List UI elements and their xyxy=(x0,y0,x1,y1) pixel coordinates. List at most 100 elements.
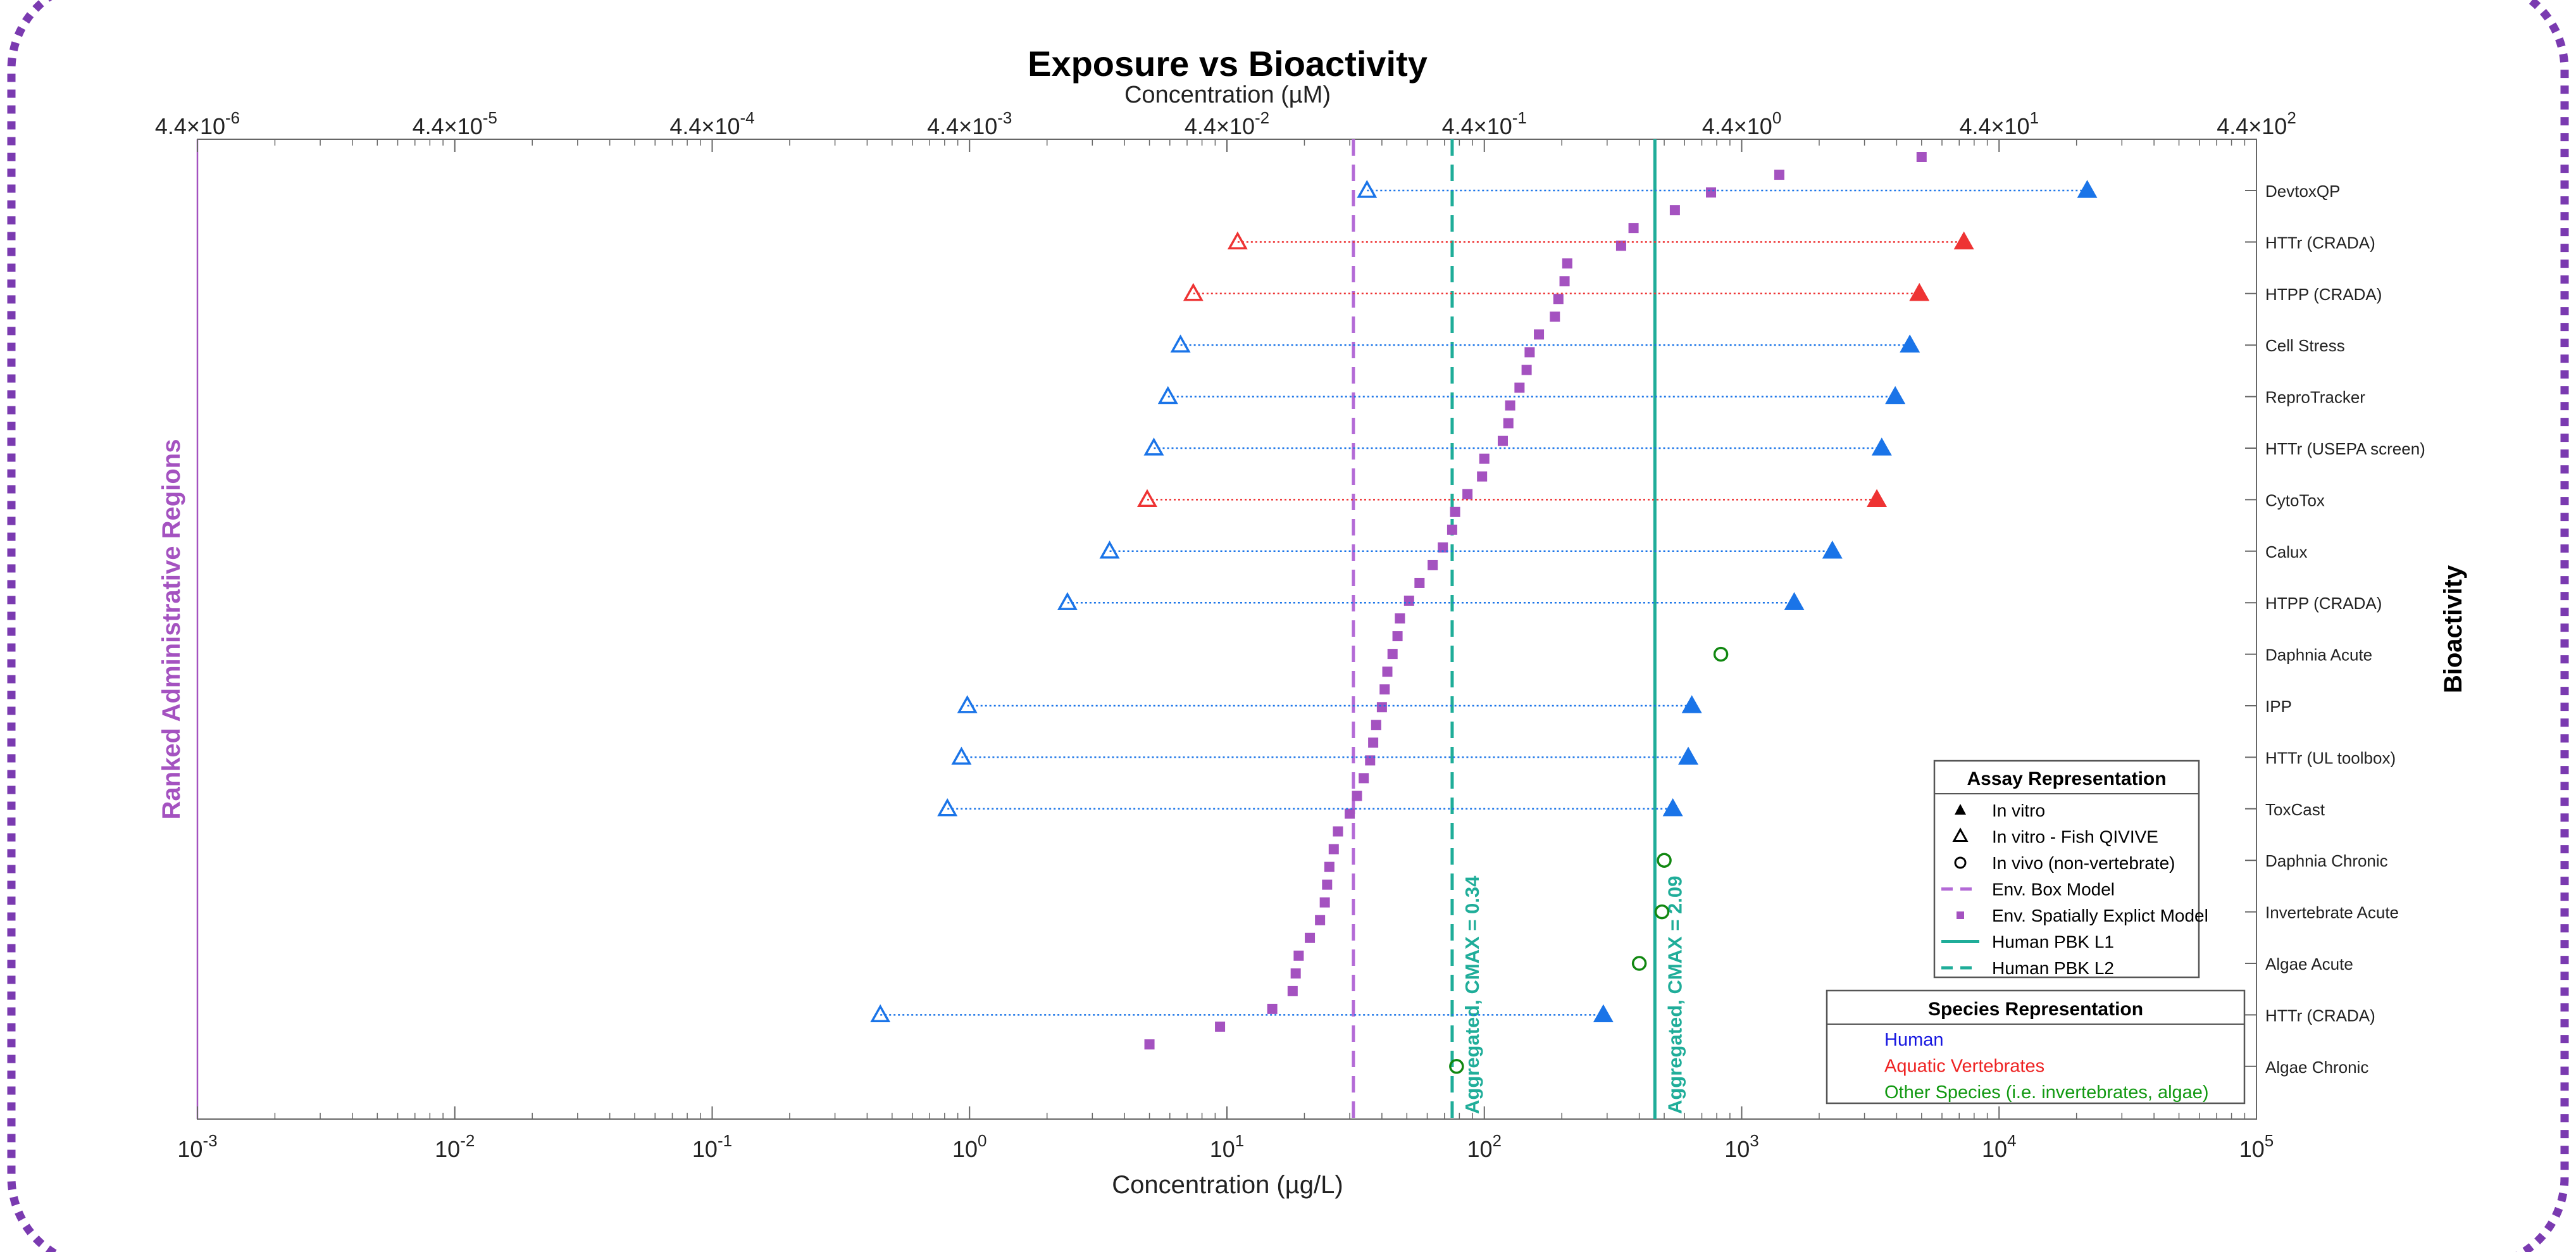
bottom-axis-label: Concentration (µg/L) xyxy=(1112,1171,1343,1199)
spatial-model-point xyxy=(1628,223,1639,234)
assay-legend-entry: In vitro - Fish QIVIVE xyxy=(1992,827,2158,847)
right-axis-category-label: HTPP (CRADA) xyxy=(2265,594,2382,613)
bottom-tick-label: 105 xyxy=(2239,1131,2274,1162)
spatial-model-point xyxy=(1371,720,1381,730)
assay-lower-marker xyxy=(957,695,978,713)
right-axis-category-label: Daphnia Acute xyxy=(2265,646,2372,665)
spatial-model-point xyxy=(1669,205,1680,216)
spatial-model-point xyxy=(1333,826,1343,837)
species-legend-entry: Other Species (i.e. invertebrates, algae… xyxy=(1884,1082,2209,1103)
spatial-model-point xyxy=(1534,329,1545,340)
top-tick-label: 4.4×10-6 xyxy=(155,108,240,139)
right-axis-category-label: ReproTracker xyxy=(2265,388,2365,407)
assay-lower-marker xyxy=(1170,334,1191,353)
spatial-model-point xyxy=(1322,879,1333,890)
spatial-model-point xyxy=(1615,241,1626,251)
spatial-model-point xyxy=(1359,773,1369,784)
assay-invivo-marker xyxy=(1657,853,1672,868)
right-axis-category-label: Algae Chronic xyxy=(2265,1058,2368,1077)
assay-upper-marker xyxy=(1784,592,1805,610)
bottom-tick-label: 104 xyxy=(1982,1131,2017,1162)
bottom-tick-label: 101 xyxy=(1210,1131,1245,1162)
reference-line-label: Aggregated, CMAX = 0.34 xyxy=(1461,875,1483,1114)
assay-invivo-marker xyxy=(1449,1059,1464,1074)
top-tick-label: 4.4×10-5 xyxy=(413,108,497,139)
spatial-model-point xyxy=(1365,755,1376,766)
spatial-model-point xyxy=(1562,258,1572,269)
assay-lower-marker xyxy=(937,798,958,817)
species-legend-box xyxy=(1826,989,2246,1105)
spatial-model-point xyxy=(1395,613,1405,624)
assay-invivo-marker xyxy=(1713,646,1729,662)
right-axis-category-label: Daphnia Chronic xyxy=(2265,851,2388,870)
spatial-model-point xyxy=(1403,596,1414,606)
in-vitro-icon xyxy=(1955,804,1966,815)
spatial-model-icon xyxy=(1957,911,1964,919)
assay-lower-marker xyxy=(1357,180,1378,198)
assay-upper-marker xyxy=(1885,385,1906,404)
species-legend-entry: Human xyxy=(1884,1030,1944,1050)
spatial-model-point xyxy=(1447,524,1457,535)
chart-title: Exposure vs Bioactivity xyxy=(1028,44,1428,84)
bottom-tick-label: 10-1 xyxy=(692,1131,732,1162)
spatial-model-point xyxy=(1916,152,1927,162)
right-axis-category-label: Cell Stress xyxy=(2265,336,2345,355)
assay-upper-marker xyxy=(2077,180,2098,198)
right-axis-category-label: Algae Acute xyxy=(2265,955,2353,973)
assay-legend-entry: Env. Spatially Explict Model xyxy=(1992,906,2208,925)
assay-lower-marker xyxy=(870,1004,891,1023)
assay-upper-marker xyxy=(1900,334,1920,353)
spatial-model-point xyxy=(1305,932,1316,943)
top-tick-label: 4.4×102 xyxy=(2217,108,2296,139)
spatial-model-point xyxy=(1428,560,1438,570)
assay-upper-marker xyxy=(1593,1004,1614,1023)
top-tick-label: 4.4×100 xyxy=(1702,108,1782,139)
assay-upper-marker xyxy=(1681,695,1702,713)
assay-upper-marker xyxy=(1867,489,1888,508)
in-vivo-icon xyxy=(1954,856,1967,869)
top-tick-label: 4.4×10-4 xyxy=(669,108,754,139)
assay-lower-marker xyxy=(1143,437,1164,456)
right-axis-category-label: CytoTox xyxy=(2265,491,2325,510)
spatial-model-point xyxy=(1497,435,1508,446)
spatial-model-point xyxy=(1503,418,1514,429)
top-tick-label: 4.4×101 xyxy=(1959,108,2039,139)
assay-legend-entry: In vitro xyxy=(1992,801,2045,820)
bottom-tick-label: 10-3 xyxy=(177,1131,217,1162)
spatial-model-point xyxy=(1553,294,1564,304)
spatial-model-point xyxy=(1345,808,1355,819)
right-axis-category-label: IPP xyxy=(2265,697,2292,716)
assay-upper-marker xyxy=(1909,283,1930,301)
assay-invivo-marker xyxy=(1654,904,1670,920)
right-axis-category-label: DevtoxQP xyxy=(2265,182,2341,201)
assay-legend-title: Assay Representation xyxy=(1967,768,2166,789)
spatial-model-point xyxy=(1514,382,1525,393)
spatial-model-point xyxy=(1477,471,1488,482)
spatial-model-point xyxy=(1414,577,1425,588)
spatial-model-point xyxy=(1524,347,1535,358)
assay-invivo-marker xyxy=(1631,956,1647,971)
assay-lower-marker xyxy=(1157,385,1178,404)
spatial-model-point xyxy=(1379,684,1390,695)
spatial-model-point xyxy=(1550,311,1560,322)
spatial-model-point xyxy=(1144,1039,1155,1049)
spatial-model-point xyxy=(1706,187,1717,198)
right-axis-category-label: HTTr (CRADA) xyxy=(2265,1006,2375,1025)
spatial-model-point xyxy=(1319,897,1330,908)
bottom-tick-label: 103 xyxy=(1724,1131,1759,1162)
spatial-model-point xyxy=(1315,915,1326,925)
spatial-model-point xyxy=(1290,968,1301,979)
right-axis-category-label: HTTr (UL toolbox) xyxy=(2265,748,2396,767)
bottom-tick-label: 100 xyxy=(952,1131,987,1162)
spatial-model-point xyxy=(1392,631,1403,642)
reference-line-label: Aggregated, CMAX = 2.09 xyxy=(1664,876,1686,1114)
spatial-model-point xyxy=(1521,365,1532,375)
right-axis-category-label: HTTr (CRADA) xyxy=(2265,233,2375,252)
right-axis-category-label: Invertebrate Acute xyxy=(2265,903,2399,922)
assay-upper-marker xyxy=(1871,437,1892,456)
spatial-model-point xyxy=(1505,400,1515,411)
assay-legend-entry: Env. Box Model xyxy=(1992,880,2115,899)
top-tick-label: 4.4×10-3 xyxy=(927,108,1012,139)
spatial-model-point xyxy=(1368,737,1379,748)
